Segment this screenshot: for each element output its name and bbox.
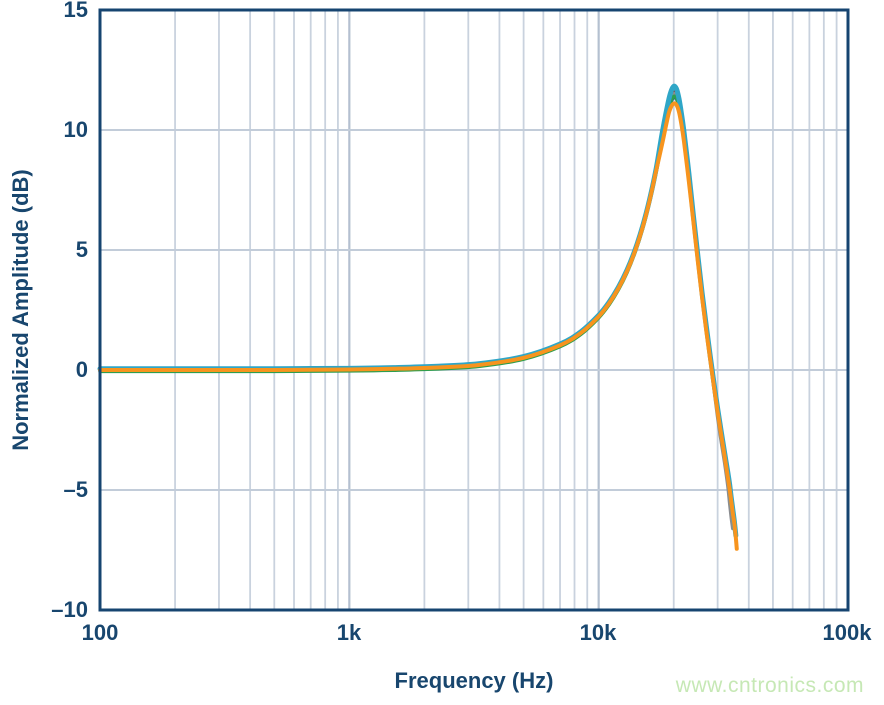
x-tick-100: 100: [81, 620, 119, 645]
trace-green: [98, 94, 737, 520]
data-traces: [97, 83, 739, 551]
y-axis-title: Normalized Amplitude (dB): [8, 169, 33, 451]
y-tick-0: 0: [75, 357, 88, 382]
trace-darkred: [98, 88, 735, 509]
x-tick-1k: 1k: [336, 620, 362, 645]
grid-lines: [100, 10, 848, 610]
x-axis-title: Frequency (Hz): [394, 668, 554, 693]
x-tick-100k: 100k: [822, 620, 872, 645]
trace-gray: [98, 92, 735, 531]
y-tick-10: 10: [63, 117, 88, 142]
y-tick-neg5: –5: [63, 477, 88, 502]
trace-orange: [98, 101, 739, 551]
y-tick-5: 5: [75, 237, 88, 262]
y-tick-neg10: –10: [51, 597, 88, 622]
y-tick-15: 15: [63, 0, 88, 22]
x-tick-10k: 10k: [579, 620, 617, 645]
trace-navy: [98, 95, 732, 490]
watermark-text: www.cntronics.com: [675, 674, 864, 697]
plot-frame: [98, 8, 850, 612]
trace-cyan: [97, 83, 739, 539]
